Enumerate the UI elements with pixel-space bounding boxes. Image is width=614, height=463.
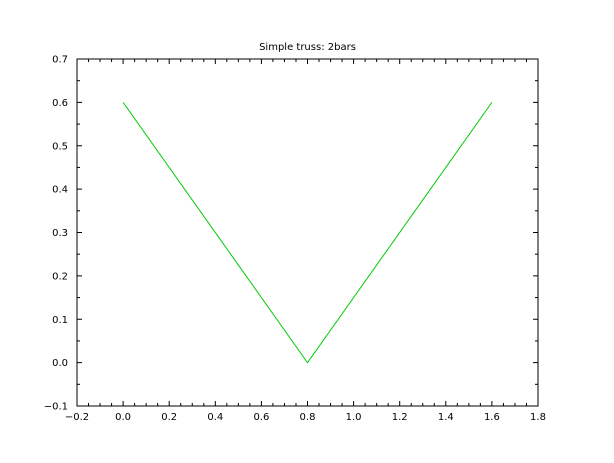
y-tick-label: 0.6 — [52, 98, 68, 109]
y-tick-label: 0.3 — [52, 228, 68, 239]
x-tick-label: 1.4 — [438, 412, 454, 423]
x-tick-label: 1.0 — [346, 412, 362, 423]
y-tick-label: 0.5 — [52, 141, 68, 152]
x-tick-label: 1.2 — [392, 412, 408, 423]
x-tick-label: 0.6 — [253, 412, 269, 423]
y-tick-label: 0.0 — [52, 358, 68, 369]
x-axis: −0.2 0.0 0.2 0.4 0.6 0.8 1.0 1.2 1.4 1.6 1.8 — [65, 59, 546, 423]
y-tick-label: 0.7 — [52, 55, 68, 66]
x-tick-label: 0.0 — [115, 412, 131, 423]
x-tick-label: 0.2 — [161, 412, 177, 423]
y-tick-label: 0.2 — [52, 271, 68, 282]
y-tick-label: −0.1 — [44, 402, 68, 413]
x-tick-label: −0.2 — [65, 412, 89, 423]
series-group — [122, 102, 493, 364]
y-tick-label: 0.1 — [52, 315, 68, 326]
chart-title: Simple truss: 2bars — [259, 42, 356, 53]
y-tick-label: 0.4 — [52, 185, 68, 196]
x-tick-label: 1.6 — [484, 412, 500, 423]
x-tick-label: 0.4 — [207, 412, 223, 423]
plot-area — [76, 58, 539, 407]
x-tick-label: 1.8 — [530, 412, 546, 423]
series-line-0 — [122, 102, 493, 364]
x-tick-label: 0.8 — [300, 412, 316, 423]
y-axis: −0.1 0.0 0.1 0.2 0.3 0.4 0.5 0.6 0.7 — [44, 55, 538, 413]
